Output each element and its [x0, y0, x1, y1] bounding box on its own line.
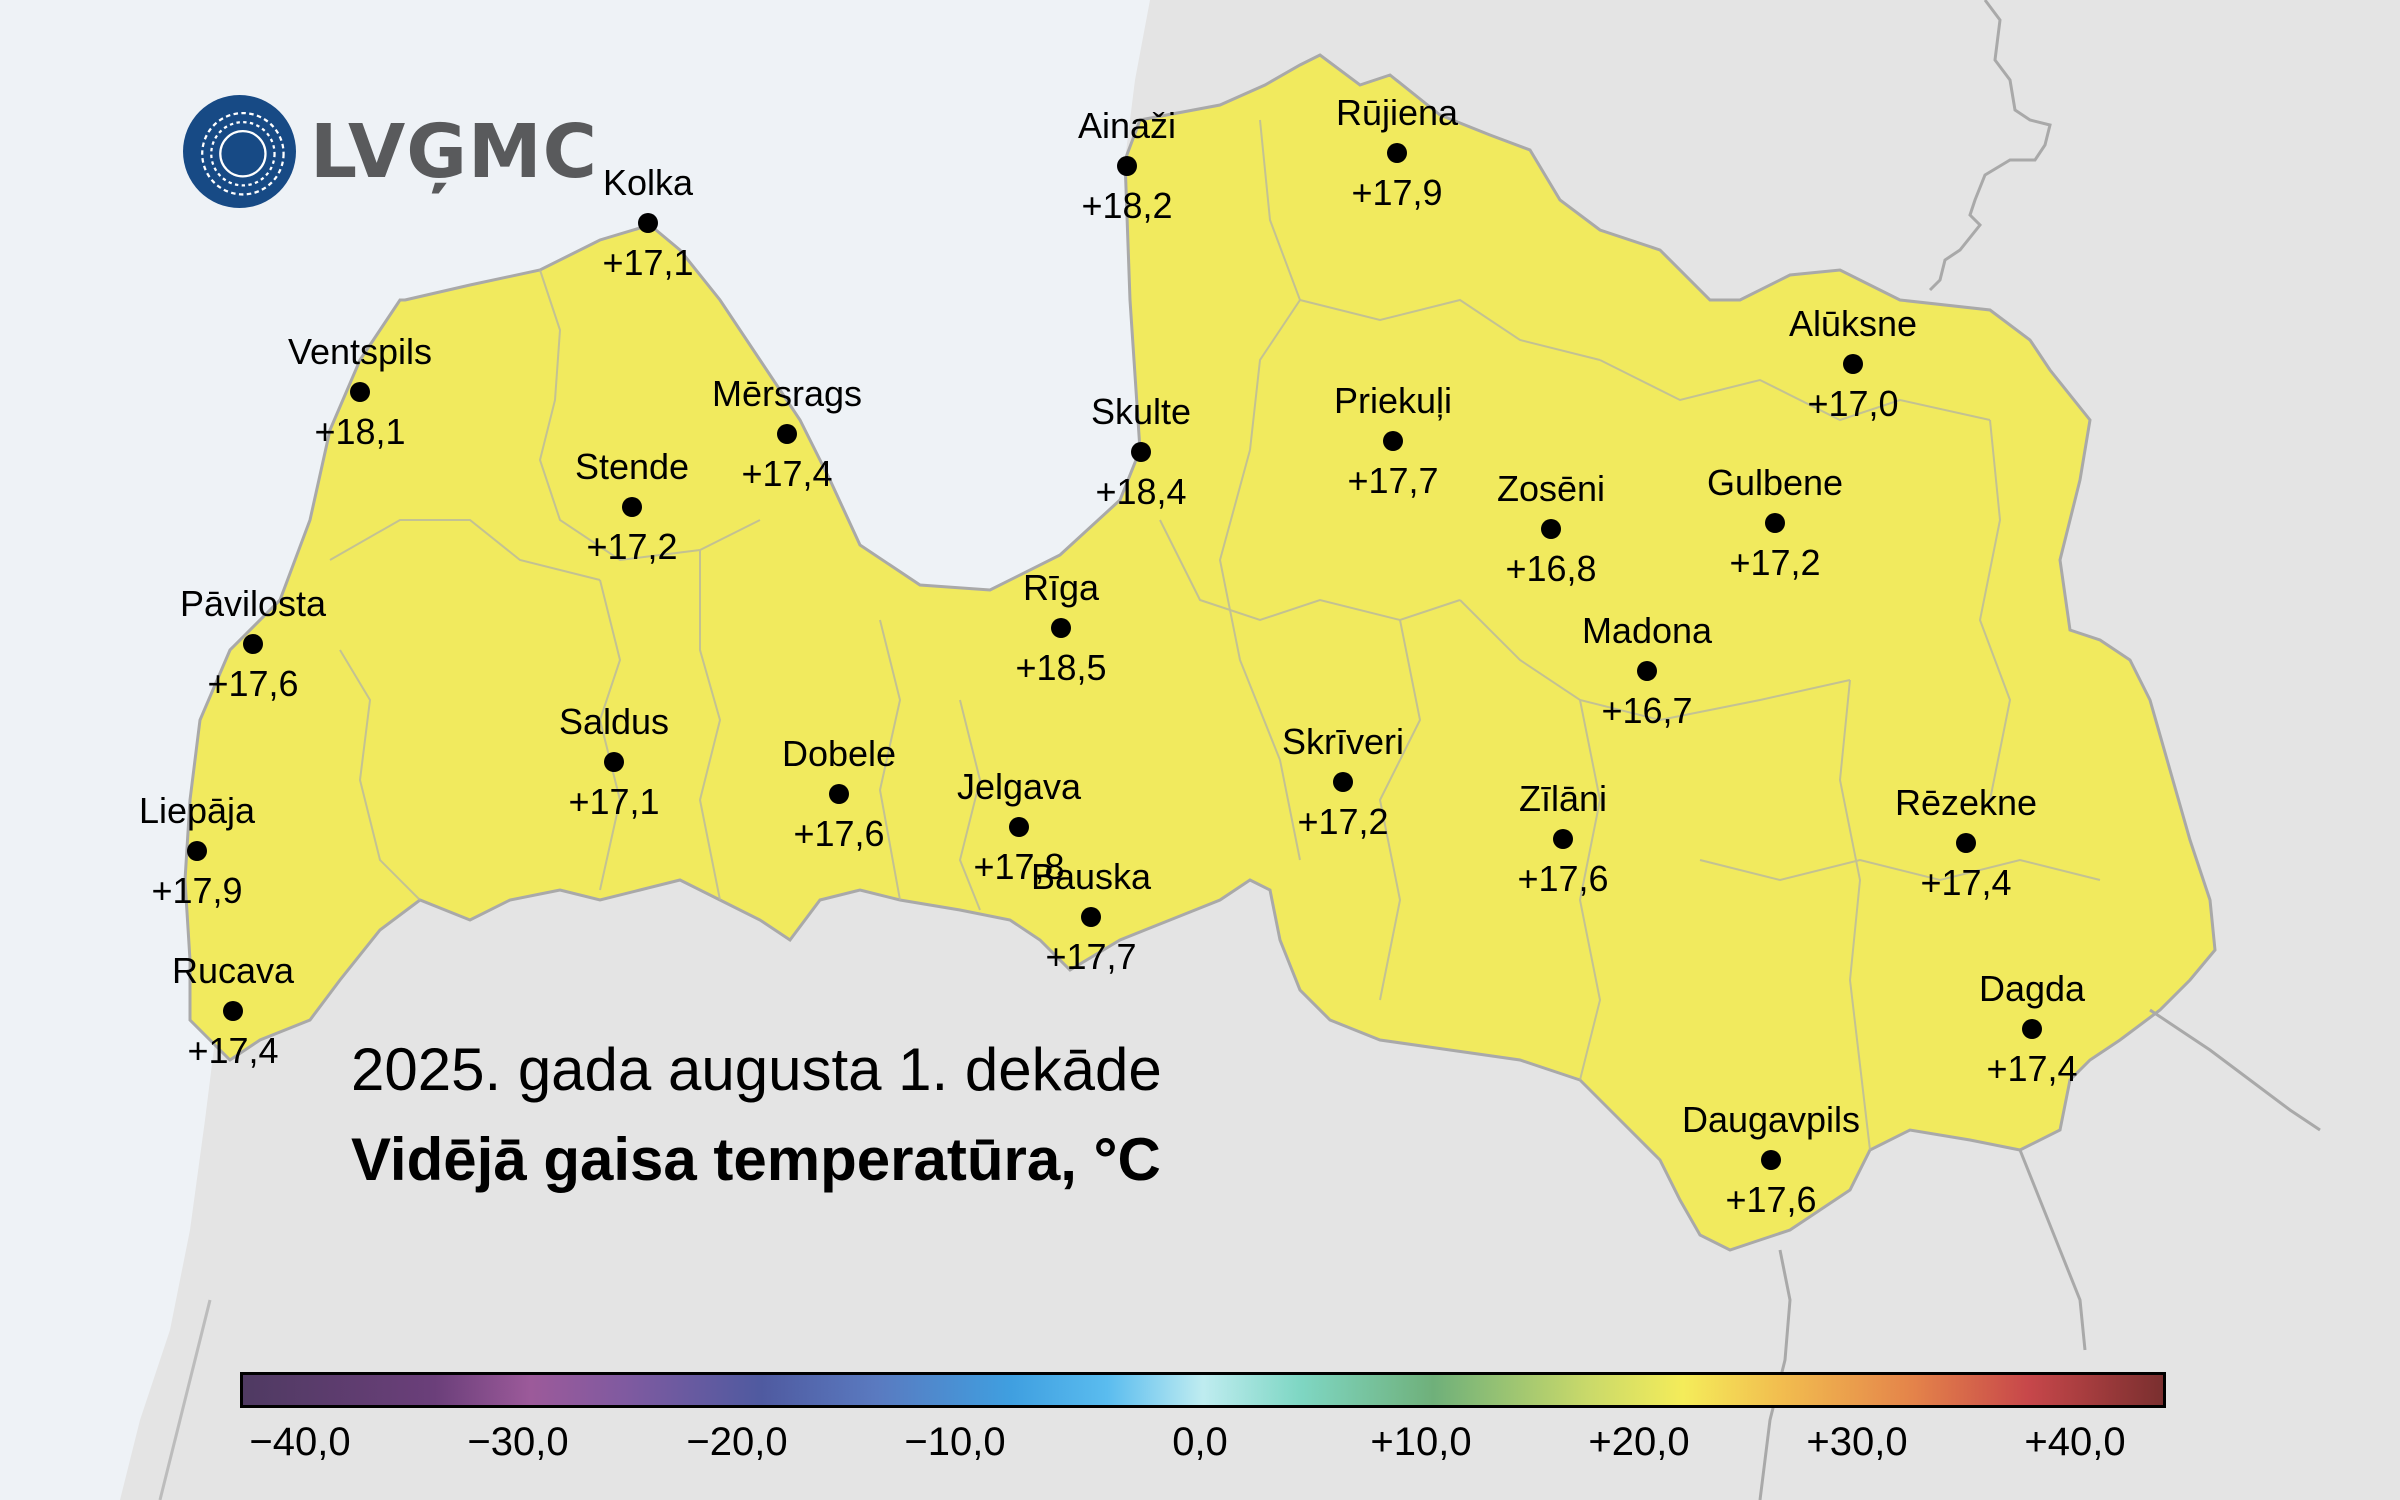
station-dot-icon: [622, 497, 642, 517]
map-subtitle-period: 2025. gada augusta 1. dekāde: [351, 1036, 1162, 1103]
station-name: Skulte: [1090, 391, 1192, 432]
station-name: Skrīveri: [1281, 721, 1405, 762]
colorbar-tick-label: +40,0: [2024, 1420, 2126, 1464]
station-name: Saldus: [558, 701, 670, 742]
station-value: +18,5: [1015, 647, 1107, 688]
station-dot-icon: [1387, 143, 1407, 163]
station-dot-icon: [243, 634, 263, 654]
station-name: Ainaži: [1077, 105, 1177, 146]
country-borders: [1758, 0, 2321, 1500]
station-value: +18,2: [1081, 185, 1173, 226]
baltic-sea: [0, 0, 1150, 1500]
map-title: Vidējā gaisa temperatūra, °C: [351, 1126, 1161, 1193]
station-name: Rucava: [171, 950, 295, 991]
station-value: +17,2: [1297, 801, 1389, 842]
station-name: Madona: [1581, 610, 1713, 651]
station-value: +18,1: [314, 411, 406, 452]
station-value: +17,9: [151, 870, 243, 911]
temperature-colorbar: [240, 1372, 2166, 1408]
station-dot-icon: [1765, 513, 1785, 533]
station-value: +17,1: [602, 242, 694, 283]
latvia-territory: [183, 53, 2217, 1252]
station-name: Zīlāni: [1518, 778, 1608, 819]
station-dot-icon: [1117, 156, 1137, 176]
station-dot-icon: [1637, 661, 1657, 681]
station-name: Mērsrags: [711, 373, 863, 414]
station-dot-icon: [1009, 817, 1029, 837]
station-value: +17,4: [1986, 1048, 2078, 1089]
station-value: +17,7: [1347, 460, 1439, 501]
station-value: +17,8: [973, 846, 1065, 887]
station-dot-icon: [223, 1001, 243, 1021]
station-dot-icon: [350, 382, 370, 402]
station-value: +16,8: [1505, 548, 1597, 589]
station-name: Jelgava: [956, 766, 1082, 807]
station-name: Bauska: [1030, 856, 1152, 897]
colorbar-tick-label: +10,0: [1370, 1420, 1472, 1464]
municipality-borders: [329, 119, 2101, 1151]
station-name: Rūjiena: [1335, 92, 1459, 133]
station-name: Dagda: [1978, 968, 2086, 1009]
station-name: Zosēni: [1496, 468, 1606, 509]
station-dot-icon: [1761, 1150, 1781, 1170]
station-value: +17,4: [187, 1030, 279, 1071]
station-dot-icon: [1383, 431, 1403, 451]
station-value: +17,6: [793, 813, 885, 854]
station-value: +17,6: [1517, 858, 1609, 899]
station-value: +17,4: [741, 453, 833, 494]
station-name: Rīga: [1022, 567, 1100, 608]
station-name: Liepāja: [138, 790, 256, 831]
colorbar-tick-label: −30,0: [467, 1420, 569, 1464]
station-name: Daugavpils: [1681, 1099, 1861, 1140]
station-value: +17,2: [1729, 542, 1821, 583]
colorbar-tick-label: −20,0: [686, 1420, 788, 1464]
coastline-south: [158, 1299, 212, 1500]
station-name: Dobele: [781, 733, 897, 774]
station-name: Pāvilosta: [179, 583, 327, 624]
lvgmc-logo-icon: [183, 95, 296, 208]
lvgmc-logo-text: LVĢMC: [310, 108, 598, 195]
station-dot-icon: [829, 784, 849, 804]
station-dot-icon: [1541, 519, 1561, 539]
station-value: +17,0: [1807, 383, 1899, 424]
station-name: Alūksne: [1788, 303, 1918, 344]
station-value: +17,7: [1045, 936, 1137, 977]
colorbar-tick-label: −40,0: [249, 1420, 351, 1464]
station-name: Gulbene: [1706, 462, 1844, 503]
station-dot-icon: [1956, 833, 1976, 853]
colorbar-tick-label: +20,0: [1588, 1420, 1690, 1464]
station-dot-icon: [604, 752, 624, 772]
station-name: Rēzekne: [1894, 782, 2038, 823]
station-dot-icon: [1843, 354, 1863, 374]
station-name: Ventspils: [287, 331, 433, 372]
station-dot-icon: [1081, 907, 1101, 927]
station-dot-icon: [187, 841, 207, 861]
station-value: +17,4: [1920, 862, 2012, 903]
station-value: +17,6: [207, 663, 299, 704]
station-value: +17,1: [568, 781, 660, 822]
lvgmc-logo: LVĢMC: [183, 95, 598, 208]
station-dot-icon: [1131, 442, 1151, 462]
station-value: +16,7: [1601, 690, 1693, 731]
station-value: +17,2: [586, 526, 678, 567]
station-name: Kolka: [602, 162, 694, 203]
station-value: +17,9: [1351, 172, 1443, 213]
station-dot-icon: [638, 213, 658, 233]
colorbar-tick-label: −10,0: [904, 1420, 1006, 1464]
station-dot-icon: [1051, 618, 1071, 638]
station-dot-icon: [1333, 772, 1353, 792]
colorbar-tick-label: 0,0: [1172, 1420, 1228, 1464]
station-dot-icon: [777, 424, 797, 444]
station-dot-icon: [1553, 829, 1573, 849]
station-name: Priekuļi: [1333, 380, 1453, 421]
station-dot-icon: [2022, 1019, 2042, 1039]
station-value: +17,6: [1725, 1179, 1817, 1220]
station-value: +18,4: [1095, 471, 1187, 512]
station-name: Stende: [574, 446, 690, 487]
colorbar-tick-label: +30,0: [1806, 1420, 1908, 1464]
